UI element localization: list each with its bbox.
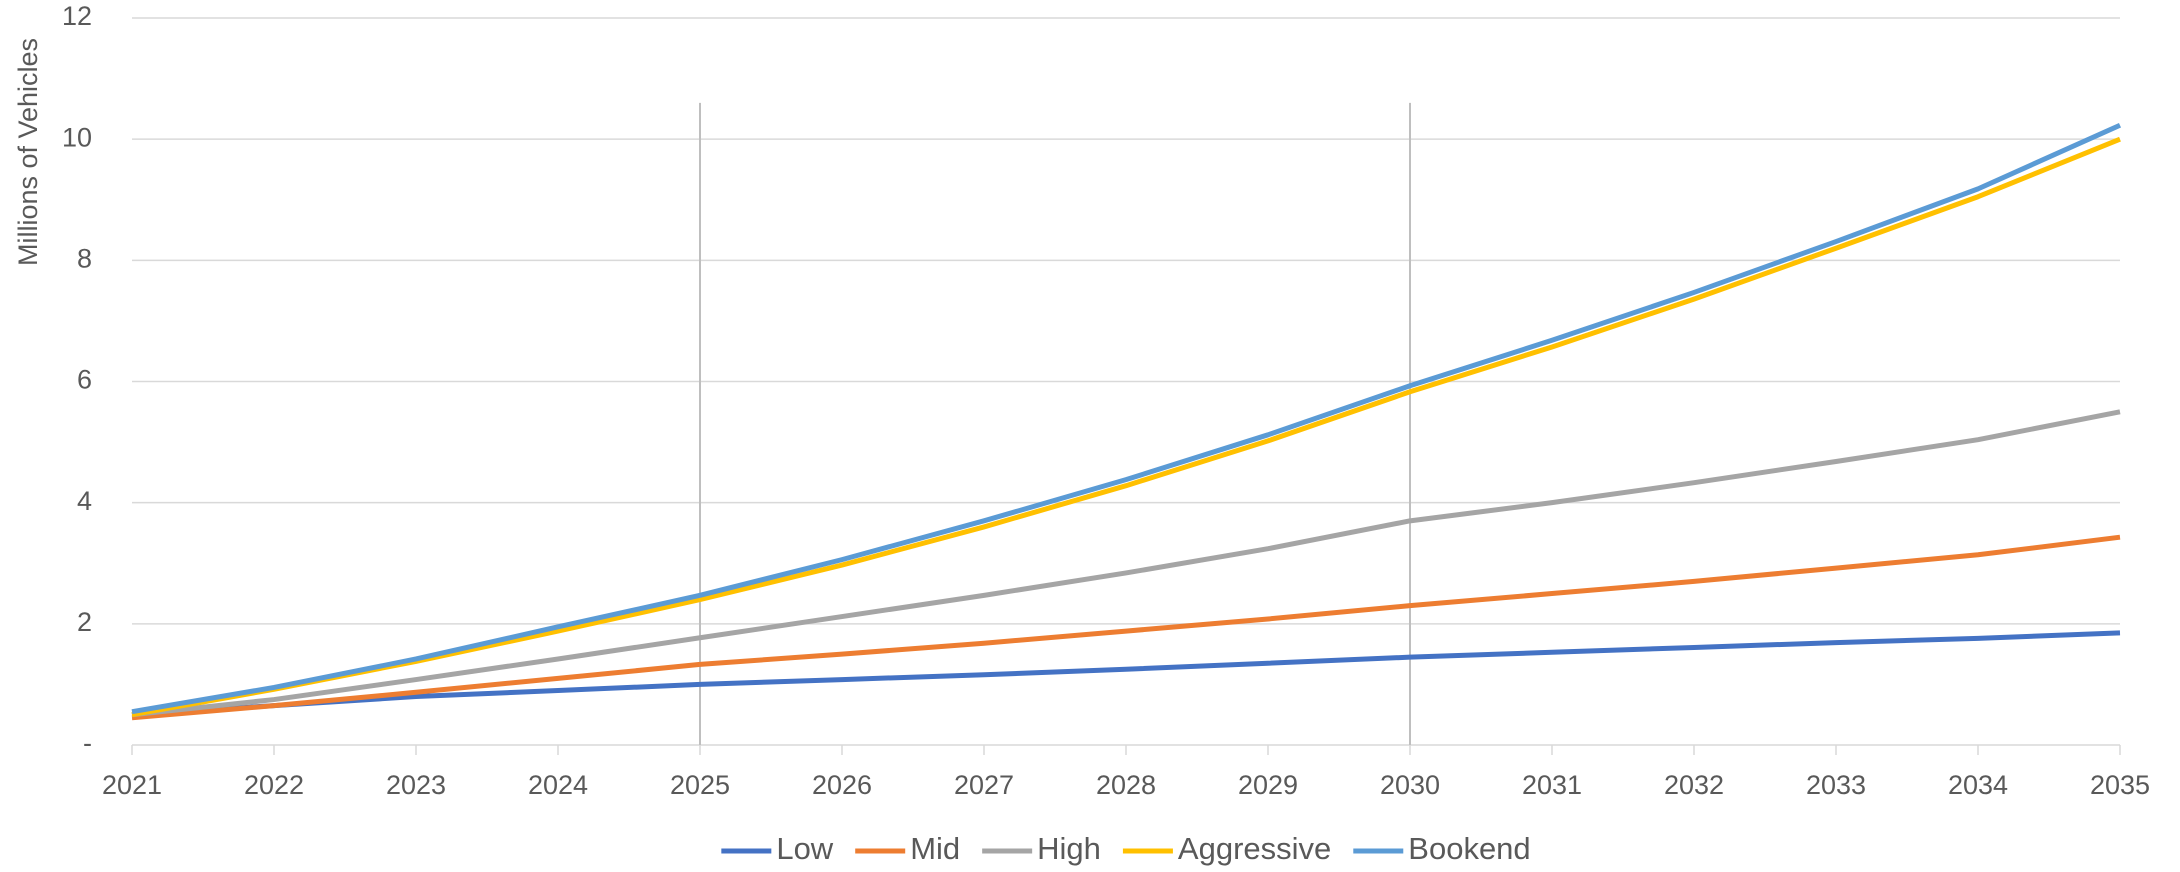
x-tick-label: 2033: [1806, 770, 1866, 800]
y-tick-label: 10: [62, 122, 92, 152]
x-tick-label: 2034: [1948, 770, 2008, 800]
x-tick-label: 2025: [670, 770, 730, 800]
series-line: [131, 122, 2122, 715]
x-tick-label: 2029: [1238, 770, 1298, 800]
x-tick-label: 2024: [528, 770, 588, 800]
x-tick-label: 2028: [1096, 770, 1156, 800]
y-tick-label: 4: [77, 486, 92, 516]
legend-label: Mid: [910, 831, 960, 866]
x-tick-label: 2030: [1380, 770, 1440, 800]
x-tick-label: 2021: [102, 770, 162, 800]
y-tick-label: 8: [77, 243, 92, 273]
legend-label: Bookend: [1408, 831, 1530, 866]
legend-label: Aggressive: [1178, 831, 1331, 866]
legend-label: High: [1037, 831, 1101, 866]
x-tick-label: 2035: [2090, 770, 2150, 800]
legend-label: Low: [776, 831, 833, 866]
x-tick-label: 2023: [386, 770, 446, 800]
series-line: [131, 630, 2121, 718]
y-tick-label: -: [83, 728, 92, 758]
x-tick-label: 2022: [244, 770, 304, 800]
x-tick-label: 2026: [812, 770, 872, 800]
series-line: [131, 136, 2121, 718]
y-tick-label: 6: [77, 365, 92, 395]
x-tick-label: 2032: [1664, 770, 1724, 800]
series-line: [131, 409, 2121, 718]
y-axis-title: Millions of Vehicles: [13, 38, 43, 266]
y-tick-label: 12: [62, 1, 92, 31]
x-tick-label: 2027: [954, 770, 1014, 800]
y-tick-label: 2: [77, 607, 92, 637]
series-line: [131, 534, 2121, 721]
legend: Low Mid High Aggressive Bookend: [721, 831, 1531, 866]
x-tick-label: 2031: [1522, 770, 1582, 800]
